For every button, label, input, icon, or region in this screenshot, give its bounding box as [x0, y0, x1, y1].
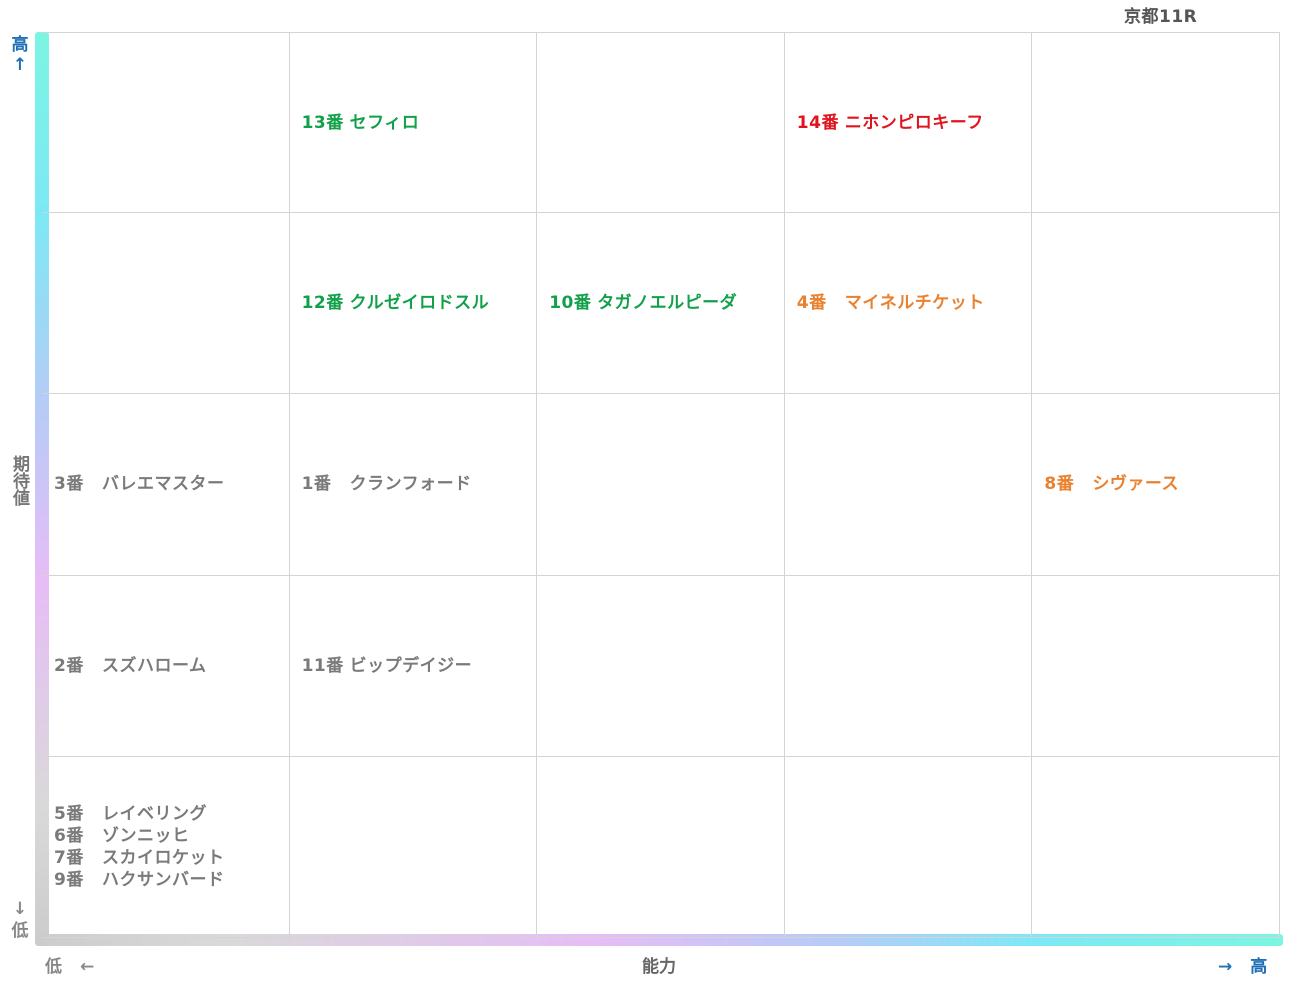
- right-arrow-icon: →: [1218, 957, 1233, 977]
- x-axis-label: 能力: [642, 957, 676, 977]
- horse-entry: 6番 ゾンニッヒ: [54, 825, 289, 847]
- horse-name: ニホンピロキーフ: [844, 112, 984, 133]
- horse-entry: 14番 ニホンピロキーフ: [797, 112, 1032, 134]
- grid-cell: [1032, 32, 1280, 214]
- grid-cell: [784, 394, 1033, 576]
- horse-name: ハクサンバード: [102, 869, 225, 890]
- grid-cell: [784, 756, 1033, 938]
- y-axis-gradient-bar: [35, 32, 49, 944]
- grid-cell: [784, 575, 1033, 757]
- horse-number: 10番: [549, 293, 592, 314]
- horse-name: レイベリング: [102, 803, 207, 824]
- horse-number: 11番: [301, 655, 344, 676]
- horse-name: スカイロケット: [102, 847, 225, 868]
- horse-entry: 1番 クランフォード: [302, 473, 537, 495]
- grid-cell: 12番 クルゼイロドスル: [289, 213, 538, 395]
- grid-cell: 5番 レイベリング 6番 ゾンニッヒ 7番 スカイロケット 9番 ハクサンバード: [42, 756, 290, 938]
- horse-name: スズハローム: [102, 655, 207, 676]
- grid-cell: [1032, 213, 1280, 395]
- y-axis-high-label: 高: [11, 35, 29, 55]
- horse-number: 3番: [54, 474, 84, 495]
- grid-cell: 8番 シヴァース: [1032, 394, 1280, 576]
- down-arrow-icon: ↓: [12, 899, 28, 919]
- grid-cell: [42, 32, 290, 214]
- left-arrow-icon: ←: [80, 957, 95, 977]
- horse-entry: 11番 ビップデイジー: [302, 655, 537, 677]
- y-axis-low-marker: ↓ 低: [10, 898, 30, 942]
- y-axis-low-label: 低: [11, 921, 29, 941]
- horse-entry: 2番 スズハローム: [54, 655, 289, 677]
- grid-cell: 2番 スズハローム: [42, 575, 290, 757]
- horse-number: 4番: [796, 293, 827, 314]
- horse-entry: 8番 シヴァース: [1044, 473, 1279, 495]
- horse-number: 6番: [54, 825, 84, 846]
- horse-number: 14番: [796, 112, 839, 133]
- up-arrow-icon: ↑: [12, 55, 28, 75]
- horse-name: ビップデイジー: [349, 655, 473, 676]
- horse-name: タガノエルピーダ: [597, 293, 738, 314]
- grid-cell: [1032, 575, 1280, 757]
- grid-cell: [537, 575, 785, 757]
- horse-number: 8番: [1044, 474, 1075, 495]
- horse-number: 12番: [301, 293, 344, 314]
- grid-cell: 10番 タガノエルピーダ: [537, 213, 785, 395]
- matrix-grid: 13番 セフィロ 14番 ニホンピロキーフ 12番 クルゼイロドスル 10番 タガノエルピーダ…: [42, 32, 1280, 938]
- grid-cell: [1032, 756, 1280, 938]
- horse-entry: 12番 クルゼイロドスル: [302, 292, 537, 314]
- x-axis-high-label: 高: [1250, 957, 1268, 977]
- grid-cell: 1番 クランフォード: [289, 394, 538, 576]
- x-axis-low-marker: 低 ←: [45, 952, 94, 977]
- horse-name: シヴァース: [1092, 474, 1180, 495]
- grid-cell: 4番 マイネルチケット: [784, 213, 1033, 395]
- grid-cell: 11番 ビップデイジー: [289, 575, 538, 757]
- horse-name: セフィロ: [349, 112, 420, 133]
- horse-number: 5番: [54, 803, 84, 824]
- horse-name: クルゼイロドスル: [349, 293, 490, 314]
- grid-cell: 13番 セフィロ: [289, 32, 538, 214]
- horse-entry: 9番 ハクサンバード: [54, 869, 289, 891]
- x-axis-high-marker: → 高: [1218, 952, 1267, 977]
- grid-cell: 3番 バレエマスター: [42, 394, 290, 576]
- horse-entry: 7番 スカイロケット: [54, 847, 289, 869]
- horse-name: ゾンニッヒ: [102, 825, 190, 846]
- y-axis-high-marker: 高 ↑: [10, 35, 30, 75]
- horse-entry: 4番 マイネルチケット: [797, 292, 1032, 314]
- grid-cell: [289, 756, 538, 938]
- horse-name: クランフォード: [349, 474, 472, 495]
- horse-entry: 3番 バレエマスター: [54, 473, 289, 495]
- y-axis-label: 期待値: [9, 455, 29, 506]
- horse-number: 1番: [301, 474, 332, 495]
- chart-title: 京都11R: [1124, 7, 1198, 27]
- horse-number: 9番: [54, 869, 84, 890]
- grid-cell: 14番 ニホンピロキーフ: [784, 32, 1033, 214]
- grid-cell: [537, 394, 785, 576]
- grid-cell: [42, 213, 290, 395]
- horse-number: 2番: [54, 655, 84, 676]
- grid-cell: [537, 756, 785, 938]
- horse-number: 13番: [301, 112, 344, 133]
- horse-name: バレエマスター: [102, 474, 225, 495]
- horse-name: マイネルチケット: [844, 293, 985, 314]
- horse-number: 7番: [54, 847, 84, 868]
- x-axis-low-label: 低: [45, 957, 62, 977]
- horse-entry: 13番 セフィロ: [302, 112, 537, 134]
- horse-entry: 10番 タガノエルピーダ: [549, 292, 784, 314]
- horse-entry: 5番 レイベリング: [54, 803, 289, 825]
- grid-cell: [537, 32, 785, 214]
